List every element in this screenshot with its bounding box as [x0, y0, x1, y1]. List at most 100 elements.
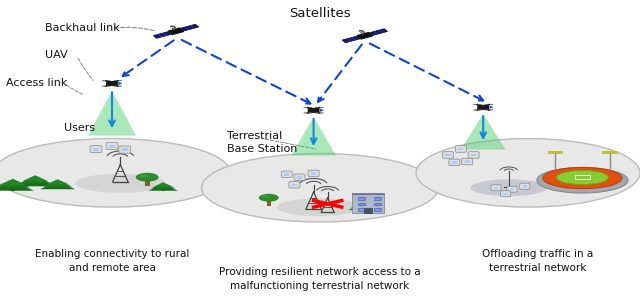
Text: UAV: UAV	[45, 50, 67, 60]
Ellipse shape	[304, 107, 312, 108]
FancyBboxPatch shape	[289, 181, 300, 188]
Polygon shape	[40, 181, 76, 189]
Polygon shape	[46, 179, 69, 184]
Bar	[352, 194, 384, 213]
Polygon shape	[43, 180, 72, 187]
Bar	[364, 208, 372, 213]
Polygon shape	[353, 203, 371, 207]
FancyBboxPatch shape	[468, 152, 479, 158]
Ellipse shape	[552, 151, 555, 153]
Bar	[292, 184, 297, 186]
Polygon shape	[181, 24, 199, 31]
Ellipse shape	[482, 108, 484, 109]
Polygon shape	[357, 32, 372, 39]
Ellipse shape	[277, 198, 360, 216]
Polygon shape	[168, 28, 184, 35]
FancyBboxPatch shape	[461, 158, 473, 165]
Text: Access link: Access link	[6, 78, 68, 89]
Polygon shape	[0, 179, 30, 187]
Ellipse shape	[614, 151, 616, 153]
Bar	[494, 187, 499, 189]
Ellipse shape	[485, 104, 493, 105]
Bar	[358, 197, 365, 200]
Text: Backhaul link: Backhaul link	[45, 23, 120, 33]
Polygon shape	[22, 175, 48, 181]
Ellipse shape	[537, 167, 628, 193]
Bar	[575, 176, 589, 179]
Polygon shape	[351, 203, 372, 208]
Ellipse shape	[603, 151, 605, 153]
Bar	[452, 161, 457, 164]
Bar	[311, 172, 316, 175]
Text: Offloading traffic in a
terrestrial network: Offloading traffic in a terrestrial netw…	[482, 249, 593, 273]
Bar	[458, 148, 463, 150]
Ellipse shape	[307, 107, 308, 108]
Bar	[122, 148, 128, 151]
FancyBboxPatch shape	[90, 145, 102, 153]
Bar	[602, 150, 617, 153]
Text: Users: Users	[64, 123, 95, 133]
Bar	[548, 150, 563, 153]
Bar	[297, 176, 302, 179]
FancyBboxPatch shape	[281, 171, 292, 178]
FancyBboxPatch shape	[308, 108, 319, 112]
Polygon shape	[0, 181, 34, 191]
Bar	[10, 186, 15, 191]
Ellipse shape	[319, 107, 320, 108]
Bar	[145, 181, 150, 186]
Polygon shape	[148, 184, 178, 191]
Ellipse shape	[559, 151, 562, 153]
Ellipse shape	[262, 195, 269, 198]
FancyBboxPatch shape	[442, 152, 454, 158]
Ellipse shape	[610, 151, 613, 153]
Ellipse shape	[136, 173, 159, 182]
Bar	[465, 160, 470, 163]
FancyBboxPatch shape	[455, 146, 467, 152]
Text: Enabling connectivity to rural
and remote area: Enabling connectivity to rural and remot…	[35, 249, 189, 273]
Text: Providing resilient network access to a
malfunctioning terrestrial network: Providing resilient network access to a …	[219, 267, 421, 291]
Ellipse shape	[556, 151, 558, 153]
Polygon shape	[291, 117, 336, 156]
Polygon shape	[118, 82, 122, 85]
FancyBboxPatch shape	[308, 170, 319, 177]
FancyBboxPatch shape	[520, 183, 530, 189]
FancyBboxPatch shape	[507, 186, 517, 192]
Text: Terrestrial
Base Station: Terrestrial Base Station	[227, 131, 298, 153]
Bar	[360, 207, 363, 210]
Polygon shape	[0, 179, 26, 185]
Polygon shape	[19, 176, 51, 183]
Ellipse shape	[416, 139, 640, 207]
Bar	[33, 182, 37, 186]
Polygon shape	[16, 177, 54, 186]
Bar	[374, 197, 381, 200]
Bar	[284, 173, 289, 176]
Polygon shape	[153, 32, 171, 38]
Bar	[358, 203, 365, 205]
Ellipse shape	[477, 104, 478, 105]
Ellipse shape	[202, 153, 438, 222]
Bar	[510, 188, 515, 190]
FancyBboxPatch shape	[106, 81, 118, 86]
Polygon shape	[88, 91, 136, 136]
Bar	[471, 154, 476, 156]
Ellipse shape	[111, 85, 113, 86]
FancyBboxPatch shape	[491, 185, 501, 191]
Polygon shape	[370, 29, 388, 35]
Ellipse shape	[543, 167, 622, 189]
Polygon shape	[348, 204, 375, 210]
Ellipse shape	[102, 80, 110, 81]
Ellipse shape	[488, 104, 490, 105]
Polygon shape	[154, 182, 173, 187]
Ellipse shape	[114, 80, 122, 81]
Ellipse shape	[470, 179, 547, 196]
Bar	[267, 201, 271, 206]
FancyBboxPatch shape	[477, 105, 489, 109]
Ellipse shape	[76, 174, 165, 193]
Bar	[109, 145, 115, 148]
FancyBboxPatch shape	[119, 146, 131, 153]
Bar	[358, 208, 365, 211]
Polygon shape	[490, 106, 493, 108]
Bar	[374, 203, 381, 205]
Ellipse shape	[0, 139, 230, 207]
FancyBboxPatch shape	[106, 142, 118, 150]
